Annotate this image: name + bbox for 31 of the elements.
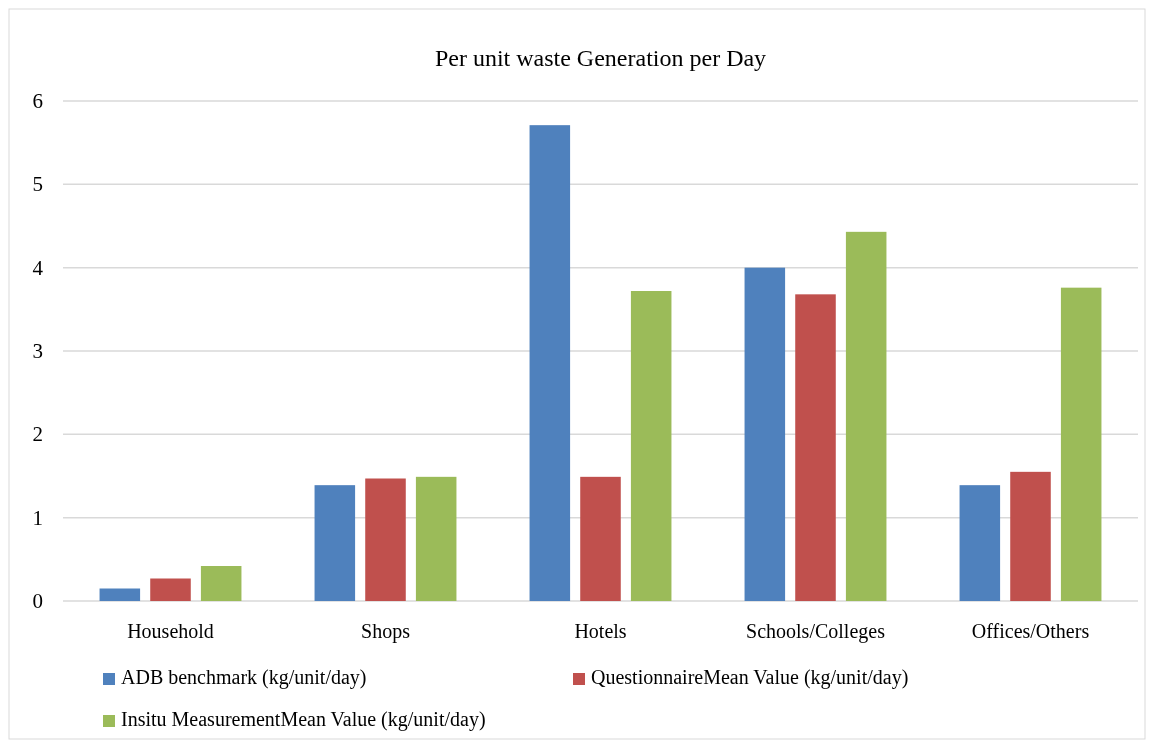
bar [365,478,406,601]
bar [630,291,672,601]
bar [314,485,356,601]
bar [415,476,457,601]
bar [845,231,887,601]
y-tick-label: 5 [32,172,43,197]
y-tick-label: 6 [32,89,43,113]
x-tick-label: Shops [361,620,411,643]
bar [200,566,242,601]
legend-label: ADB benchmark (kg/unit/day) [121,666,367,689]
bar [1060,287,1102,601]
bar [150,578,191,601]
y-tick-label: 1 [32,505,43,530]
x-tick-label: Hotels [574,620,627,642]
bar [99,588,141,601]
bar [580,476,621,601]
y-tick-label: 0 [32,589,43,613]
y-tick-label: 4 [32,255,44,280]
bar [529,125,571,601]
chart-title: Per unit waste Generation per Day [434,45,767,71]
legend-label: Insitu MeasurementMean Value (kg/unit/day) [121,708,486,731]
bar [795,294,836,601]
legend-label: QuestionnaireMean Value (kg/unit/day) [591,666,909,689]
x-tick-label: Household [127,620,214,642]
y-tick-label: 2 [32,422,43,447]
bar [744,267,786,601]
x-tick-label: Schools/Colleges [746,620,886,643]
bar [1010,471,1051,601]
y-tick-label: 3 [32,339,43,363]
x-tick-label: Offices/Others [971,620,1090,642]
bar [959,485,1001,601]
